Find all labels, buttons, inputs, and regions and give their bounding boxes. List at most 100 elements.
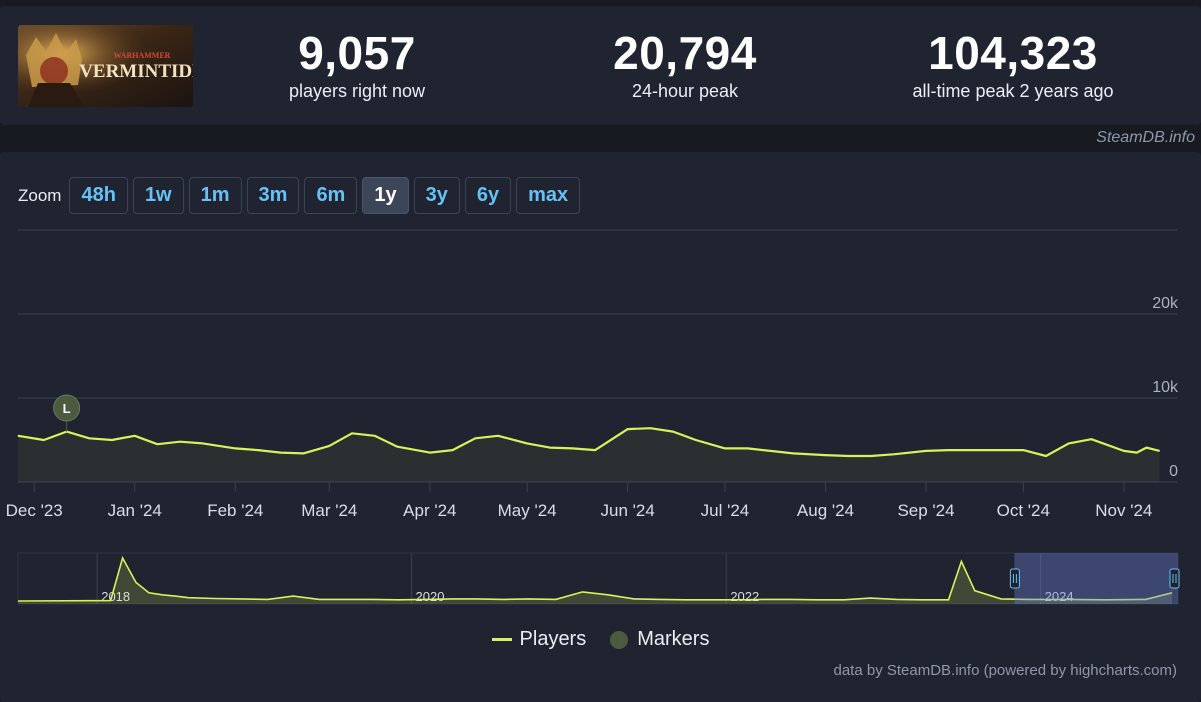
players-point [1136,452,1138,454]
players-point [474,437,476,439]
game-logo[interactable]: WARHAMMER VERMINTIDE [18,25,193,107]
players-point [825,454,826,456]
navigator-year-label: 2024 [1045,589,1074,604]
zoom-6m-button[interactable]: 6m [304,177,358,214]
stat-alltime-peak: 104,323 all-time peak 2 years ago [880,28,1146,102]
players-area [18,428,1160,482]
x-tick-label: May '24 [498,501,557,520]
players-point [156,443,158,445]
players-point [111,439,113,441]
players-point [549,447,551,449]
marker-dot [53,394,81,422]
zoom-48h-button[interactable]: 48h [69,177,128,214]
current-players-value: 9,057 [298,27,416,79]
players-point [649,427,651,429]
zoom-3y-button[interactable]: 3y [413,177,460,214]
chart-panel: 0 10k 20k Dec '23 Jan '24 Feb '24 Mar '24 Apr '… [0,152,1201,702]
highcharts-credit[interactable]: data by SteamDB.info (powered by highcha… [833,662,1178,679]
zoom-max-button[interactable]: max [516,177,581,214]
players-point [429,452,431,454]
players-point [925,450,927,452]
players-point [280,452,282,454]
x-tick-label: Aug '24 [797,501,854,520]
zoom-6y-button[interactable]: 6y [464,177,512,214]
players-point [374,435,376,437]
players-point [17,435,19,437]
legend-item-players[interactable]: Players [491,628,586,651]
players-point [572,447,573,449]
x-tick-label: Apr '24 [403,501,456,520]
y-tick-label: 10k [1152,379,1179,396]
players-point [1090,438,1092,440]
players-point [351,432,353,434]
players-point [769,450,771,452]
zoom-1m-button[interactable]: 1m [188,177,242,214]
navigator-line [17,555,1173,602]
navigator-year-label: 2020 [416,589,445,604]
x-tick-label: Sep '24 [897,501,954,520]
players-point [179,441,181,443]
players-point [257,449,259,451]
zoom-1y-button[interactable]: 1y [362,177,409,214]
players-point [43,439,45,441]
zoom-1w-button[interactable]: 1w [132,177,184,214]
x-tick-label: Feb '24 [207,501,263,520]
players-point [672,431,674,433]
players-point [1146,447,1147,449]
players-point [970,449,972,451]
players-point [134,435,136,437]
zoom-controls: Zoom 48h 1w 1m 3m 6m 1y 3y 6y max [18,177,585,214]
players-point [88,437,90,439]
players-point [452,449,454,451]
players-point [792,452,794,454]
alltime-peak-value: 104,323 [928,27,1098,79]
game-logo-image: WARHAMMER VERMINTIDE [18,25,193,107]
x-tick-label: Nov '24 [1095,501,1152,520]
marker-dot-icon [610,630,629,649]
logo-text-top: WARHAMMER [114,51,171,60]
x-tick-label: Jun '24 [601,501,655,520]
players-point [396,446,398,448]
current-players-label: players right now [288,81,426,101]
y-tick-label: 20k [1152,295,1179,312]
stat-current-players: 9,057 players right now [257,28,457,102]
zoom-label: Zoom [18,185,62,205]
players-point [1068,442,1070,444]
stats-header: WARHAMMER VERMINTIDE 9,057 players right… [0,6,1201,125]
navigator-handle-left[interactable] [1009,568,1020,589]
peak-24h-value: 20,794 [613,27,757,79]
players-point [497,435,499,437]
y-tick-label: 0 [1169,463,1178,480]
x-tick-label: Mar '24 [301,501,357,520]
players-point [526,442,528,444]
players-point [328,445,330,447]
player-chart: 0 10k 20k Dec '23 Jan '24 Feb '24 Mar '24 Apr '… [6,229,1180,605]
players-point [594,449,596,451]
legend-item-markers[interactable]: Markers [610,628,709,651]
players-point [724,447,726,449]
logo-text-main: VERMINTIDE [79,61,193,82]
players-point [302,452,304,454]
zoom-3m-button[interactable]: 3m [246,177,300,214]
players-point [1159,450,1160,452]
players-point [847,455,849,457]
players-point [1045,455,1047,457]
players-point [1022,449,1024,451]
players-point [893,453,895,455]
x-tick-label: Jan '24 [108,501,162,520]
peak-24h-label: 24-hour peak [631,81,739,101]
legend-markers-label: Markers [637,628,710,650]
players-point [948,449,950,451]
players-point [870,455,872,457]
players-point [627,428,629,430]
steamdb-credit-top[interactable]: SteamDB.info [1096,129,1195,146]
x-tick-label: Oct '24 [997,501,1050,520]
x-tick-label: Jul '24 [701,501,750,520]
navigator-selection[interactable] [1014,553,1178,604]
players-point [993,449,995,451]
navigator-handle-right[interactable] [1169,568,1180,589]
players-line-icon [491,638,512,641]
alltime-peak-label: all-time peak 2 years ago [912,81,1114,101]
players-point [1123,450,1125,452]
players-point [234,447,236,449]
